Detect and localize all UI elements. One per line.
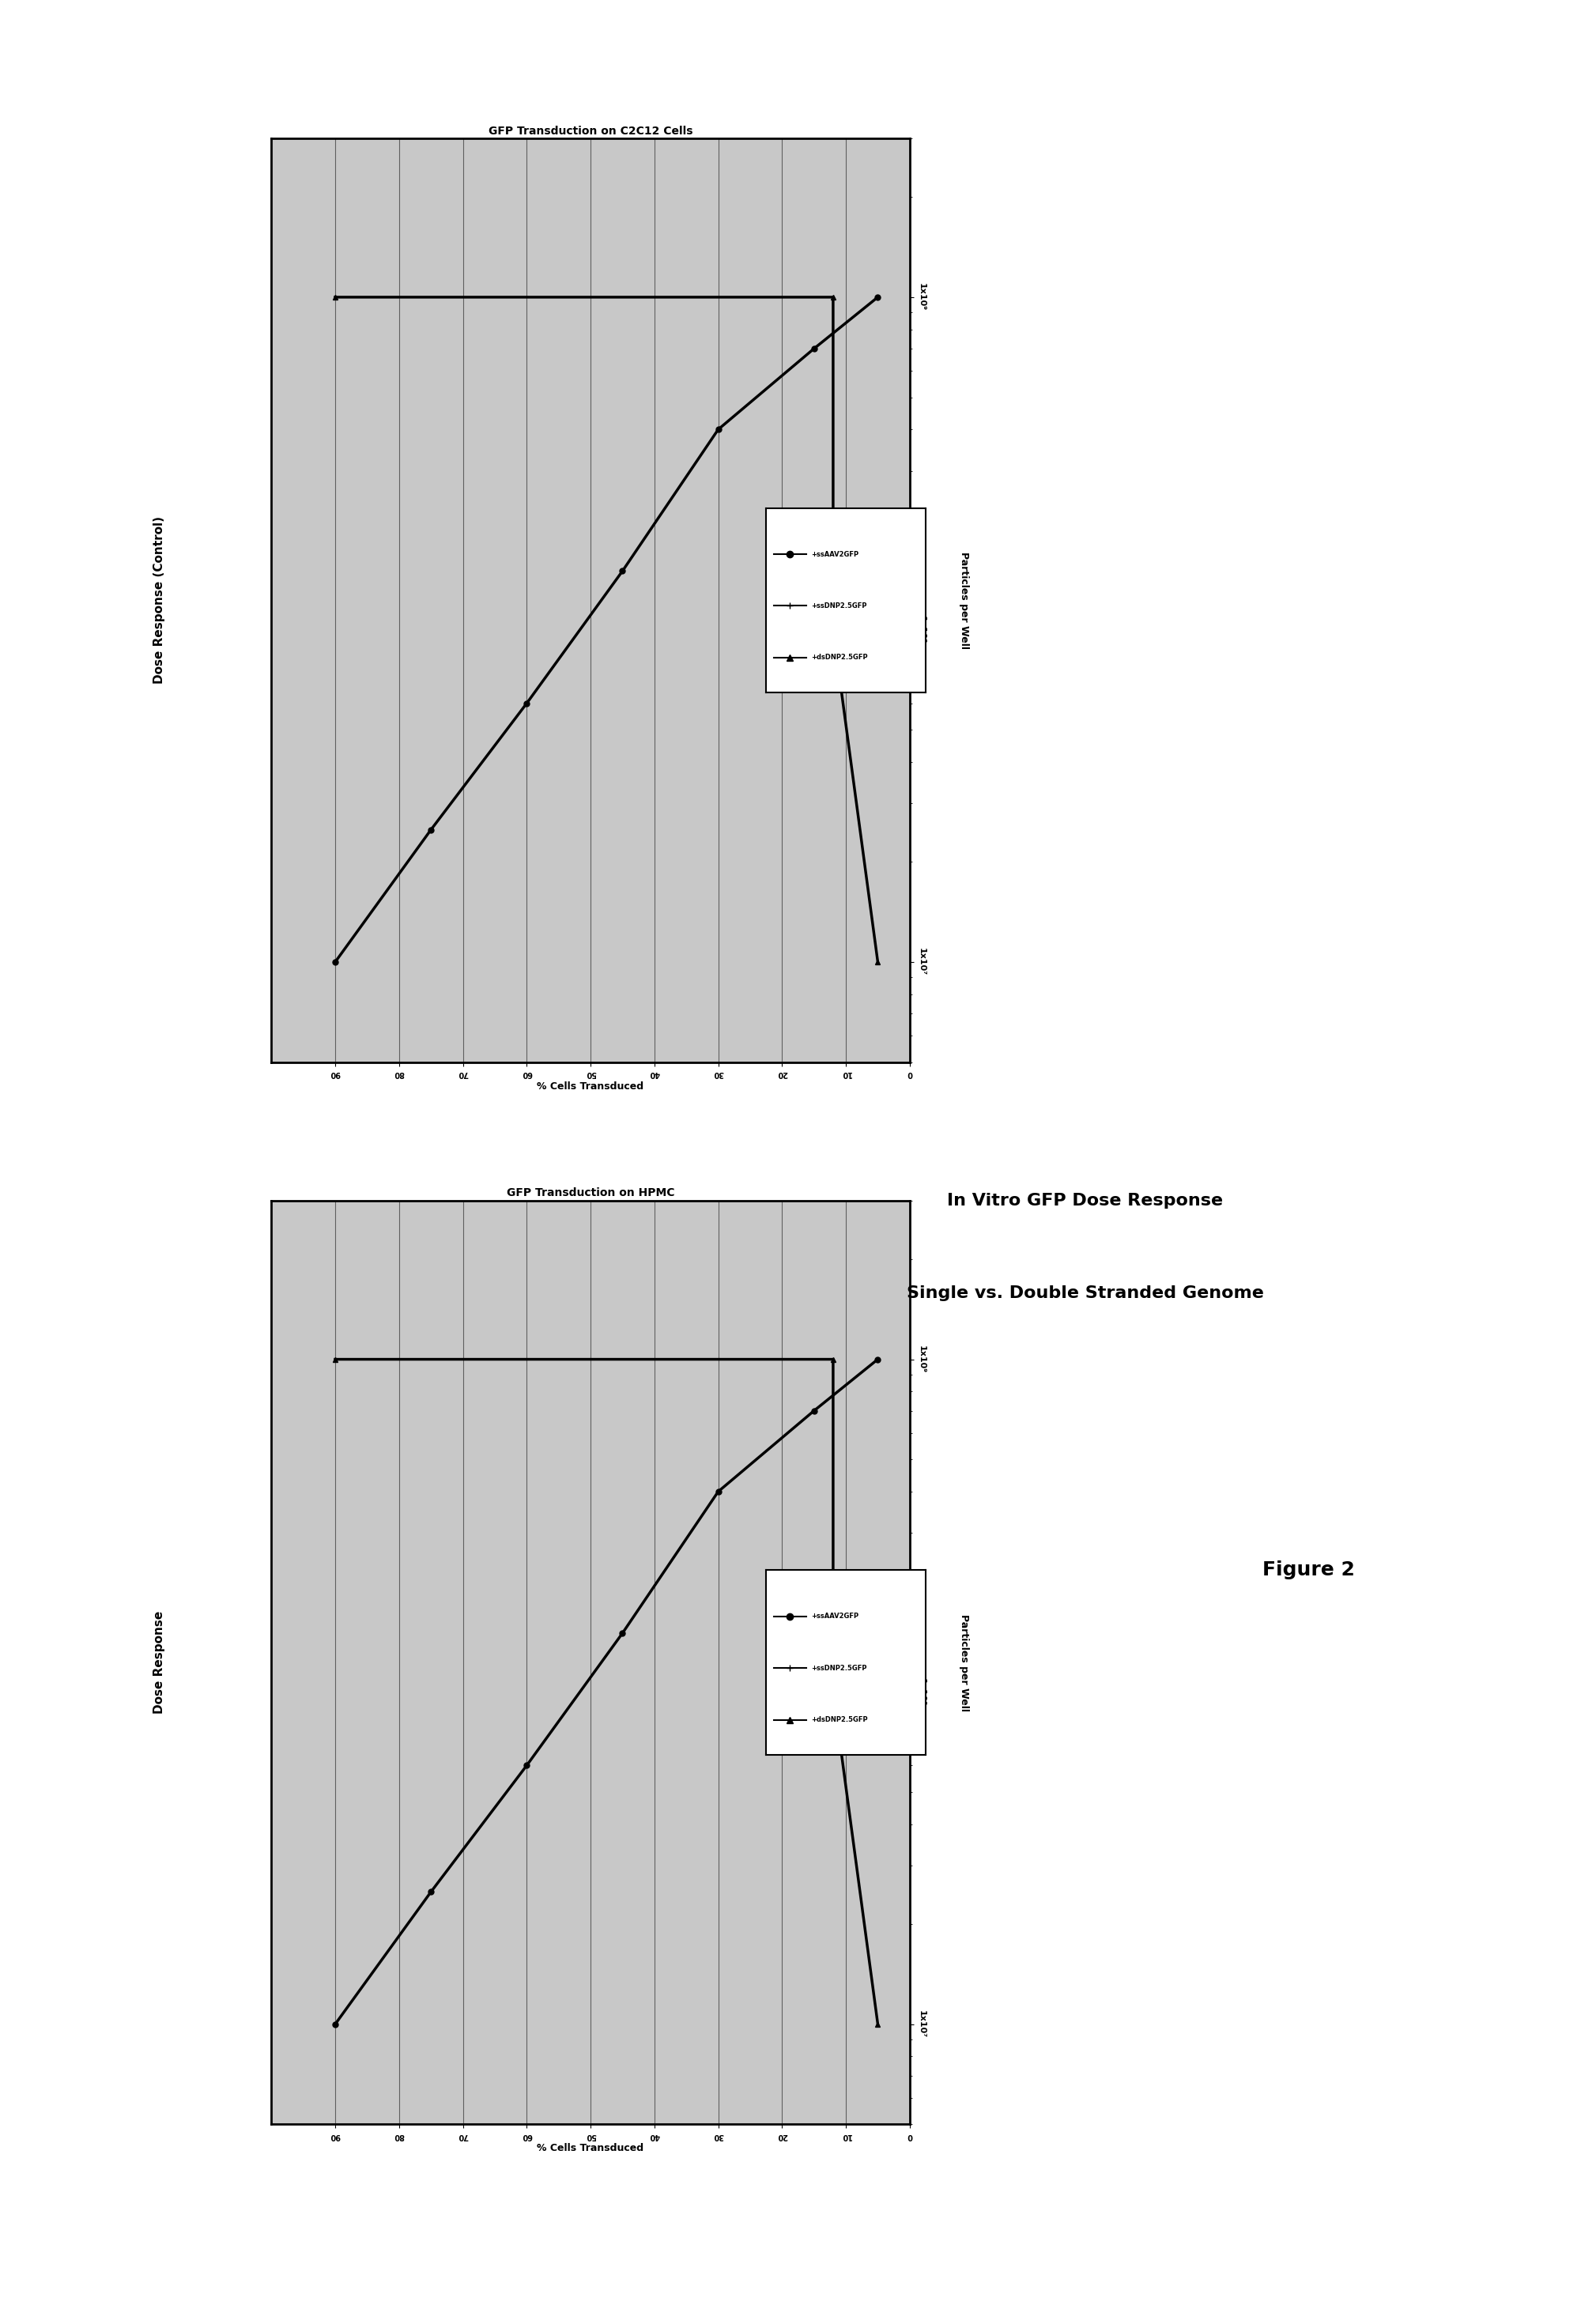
Text: +ssDNP2.5GFP: +ssDNP2.5GFP [811,1665,867,1672]
Text: Dose Response: Dose Response [153,1612,166,1713]
Text: +dsDNP2.5GFP: +dsDNP2.5GFP [811,1716,867,1723]
Text: +dsDNP2.5GFP: +dsDNP2.5GFP [811,653,867,660]
Title: GFP Transduction on HPMC: GFP Transduction on HPMC [506,1187,675,1198]
Text: Single vs. Double Stranded Genome: Single vs. Double Stranded Genome [907,1286,1264,1300]
X-axis label: % Cells Transduced: % Cells Transduced [538,1081,643,1092]
Text: +ssDNP2.5GFP: +ssDNP2.5GFP [811,603,867,610]
Title: GFP Transduction on C2C12 Cells: GFP Transduction on C2C12 Cells [488,125,693,136]
Y-axis label: Particles per Well: Particles per Well [959,552,969,649]
Text: Dose Response (Control): Dose Response (Control) [153,517,166,683]
Y-axis label: Particles per Well: Particles per Well [959,1614,969,1711]
Text: Figure 2: Figure 2 [1262,1561,1355,1579]
Text: +ssAAV2GFP: +ssAAV2GFP [811,1612,859,1621]
Text: In Vitro GFP Dose Response: In Vitro GFP Dose Response [948,1194,1223,1208]
X-axis label: % Cells Transduced: % Cells Transduced [538,2143,643,2154]
Text: +ssAAV2GFP: +ssAAV2GFP [811,550,859,559]
